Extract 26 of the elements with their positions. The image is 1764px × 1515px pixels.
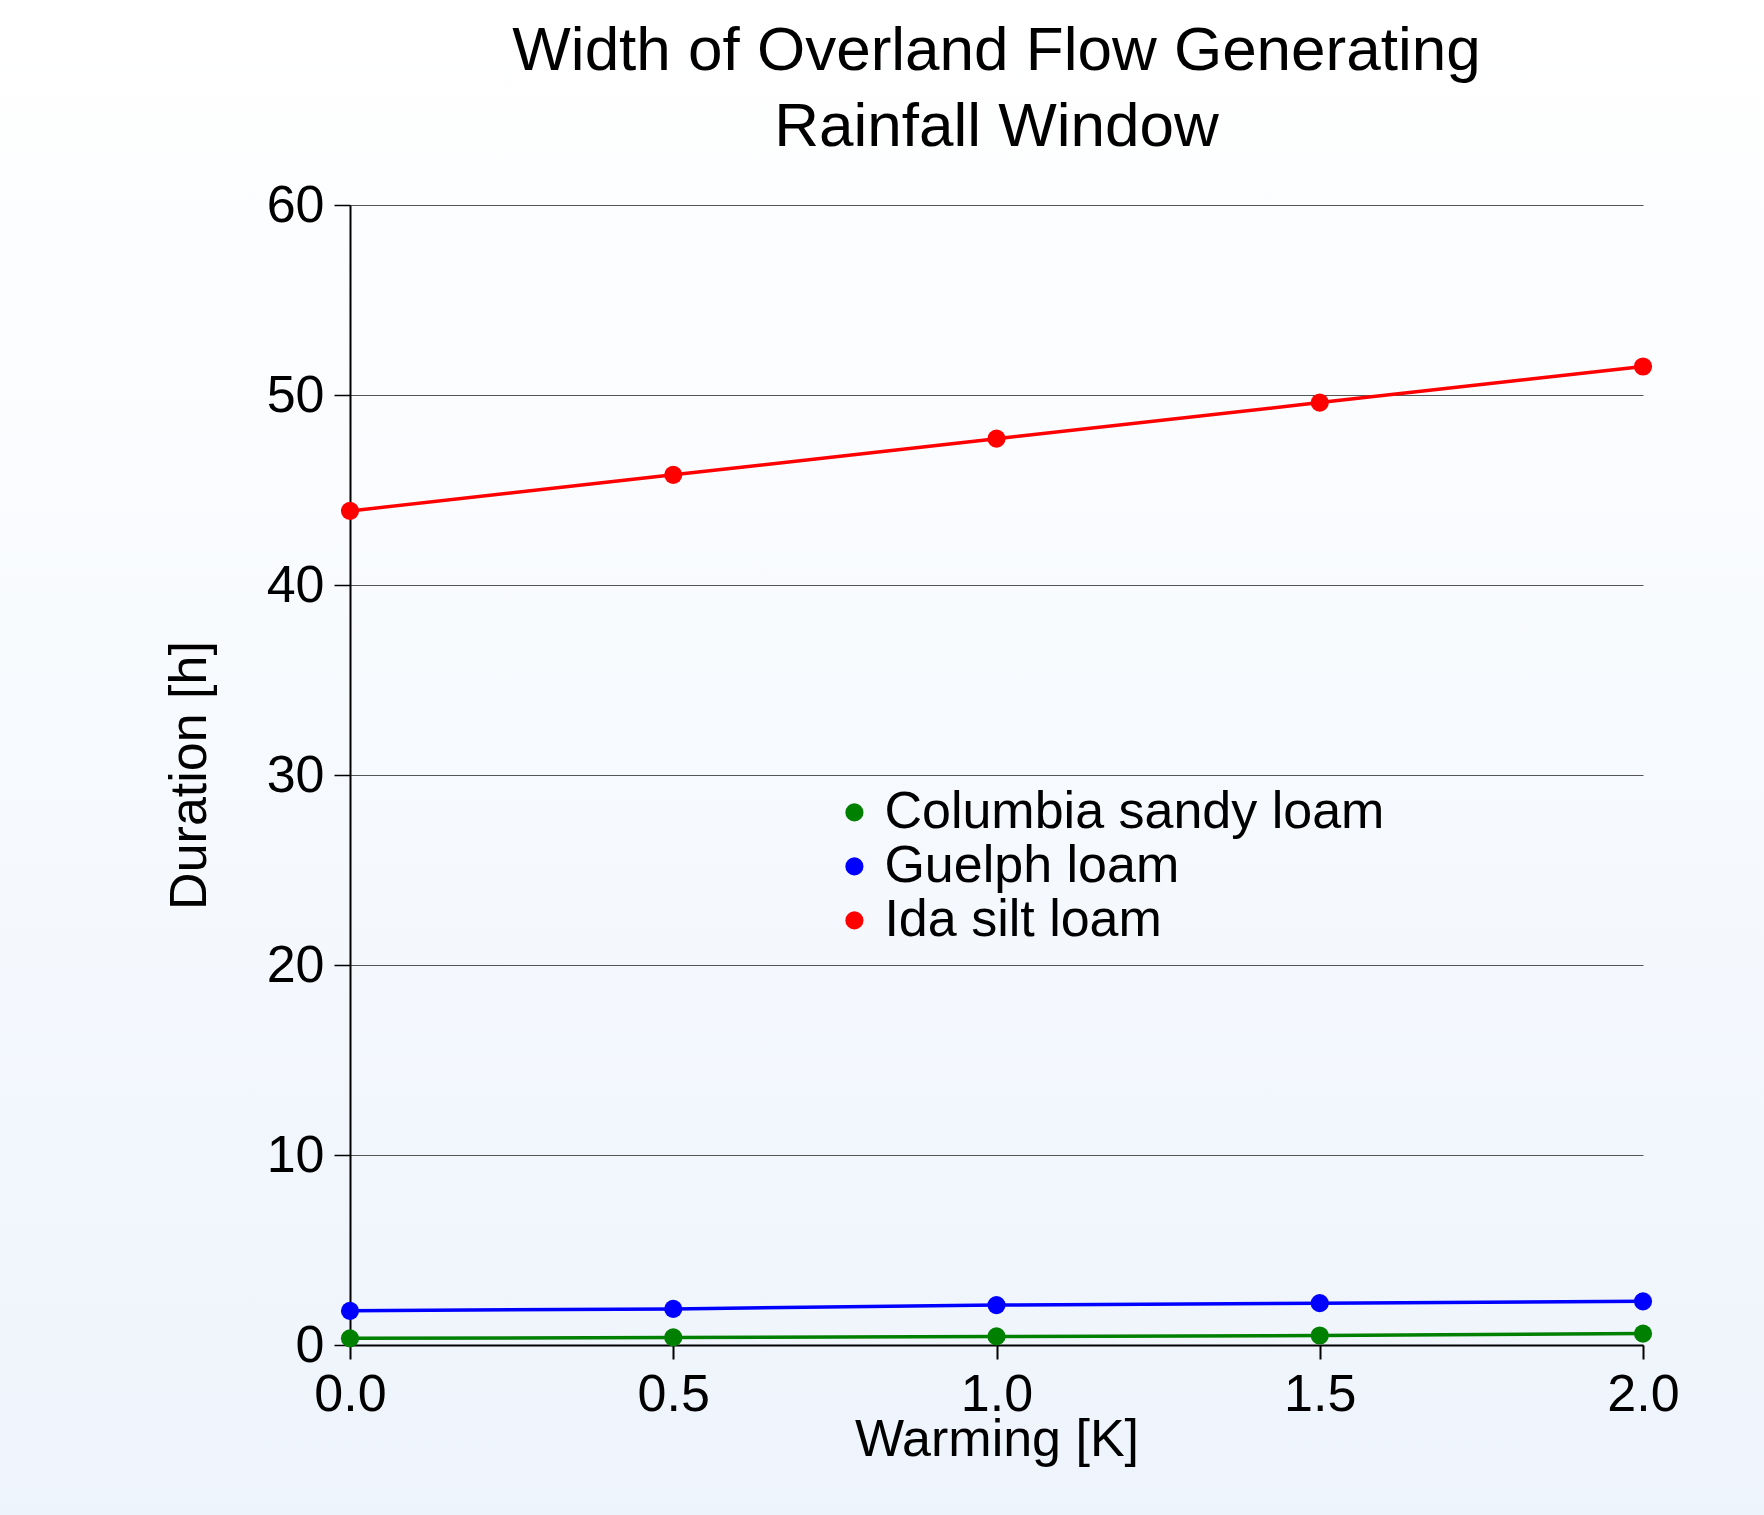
point <box>1310 1294 1329 1313</box>
point <box>1310 1326 1329 1345</box>
point <box>1633 357 1653 376</box>
point <box>1633 1292 1653 1311</box>
point <box>987 1296 1006 1315</box>
point <box>340 1301 360 1320</box>
point <box>1633 1324 1653 1343</box>
point <box>340 501 360 520</box>
point <box>987 429 1006 448</box>
point <box>1310 393 1329 412</box>
y-tick-label: 50 <box>266 364 325 423</box>
point <box>664 1328 683 1347</box>
y-tick-label: 30 <box>266 744 325 803</box>
point <box>664 465 683 484</box>
point <box>664 1299 683 1318</box>
y-tick-label: 20 <box>266 934 325 993</box>
y-axis-title: Duration [h] <box>158 641 217 910</box>
y-tick-label: 40 <box>266 554 325 613</box>
x-tick-label: 1.5 <box>1284 1363 1357 1422</box>
point <box>340 1329 360 1348</box>
x-tick-label: 2.0 <box>1607 1363 1680 1422</box>
chart-title: Width of Overland Flow Generating Rainfall Window <box>512 14 1481 159</box>
y-tick-label: 10 <box>266 1124 325 1183</box>
y-tick-label: 60 <box>266 174 325 233</box>
point <box>987 1327 1006 1346</box>
x-tick-label: 0.5 <box>637 1363 710 1422</box>
